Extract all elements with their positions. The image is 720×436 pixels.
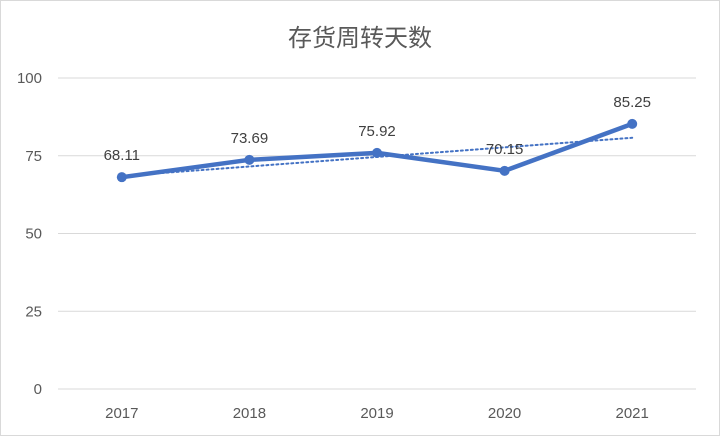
gridlines — [58, 77, 696, 390]
x-tick-label-2019: 2019 — [360, 405, 393, 422]
data-label-2021: 85.25 — [613, 94, 651, 111]
x-tick-label-2018: 2018 — [233, 405, 266, 422]
data-labels: 68.11 73.69 75.92 70.15 85.25 — [104, 94, 651, 164]
x-tick-label-2017: 2017 — [105, 405, 138, 422]
data-label-2017: 68.11 — [104, 147, 140, 164]
y-tick-label-50: 50 — [25, 226, 42, 243]
data-label-2019: 75.92 — [358, 123, 396, 140]
x-axis-ticks: 2017 2018 2019 2020 2021 — [105, 405, 649, 422]
series-markers — [116, 118, 638, 183]
data-label-2020: 70.15 — [486, 141, 524, 158]
y-tick-label-25: 25 — [25, 303, 42, 320]
y-tick-label-75: 75 — [25, 148, 42, 165]
y-axis-ticks: 0 25 50 75 100 — [17, 70, 42, 398]
y-tick-label-0: 0 — [34, 381, 42, 398]
data-label-2018: 73.69 — [231, 130, 269, 147]
data-point-2021 — [627, 118, 638, 129]
data-point-2017 — [116, 172, 127, 183]
chart-title: 存货周转天数 — [288, 24, 432, 52]
x-tick-label-2020: 2020 — [488, 405, 521, 422]
data-point-2020 — [499, 165, 510, 176]
y-tick-label-100: 100 — [17, 70, 42, 87]
x-tick-label-2021: 2021 — [616, 405, 649, 422]
data-point-2019 — [372, 147, 382, 158]
data-point-2018 — [244, 154, 255, 165]
